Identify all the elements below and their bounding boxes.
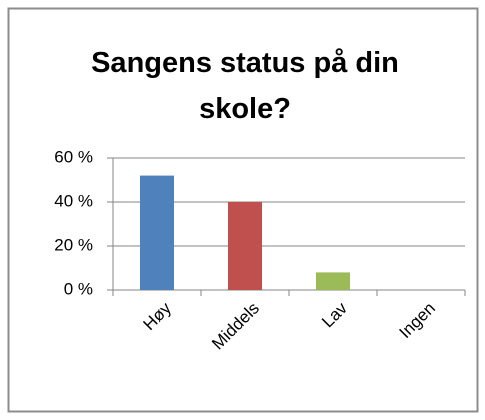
- bar: [228, 202, 262, 290]
- y-tick-label: 20 %: [54, 235, 93, 254]
- bar: [140, 175, 174, 290]
- y-tick-label: 0 %: [64, 279, 93, 298]
- bar: [316, 272, 350, 290]
- y-tick-label: 60 %: [54, 147, 93, 166]
- chart-title: Sangens status på din skole?: [91, 47, 399, 125]
- y-tick-label: 40 %: [54, 191, 93, 210]
